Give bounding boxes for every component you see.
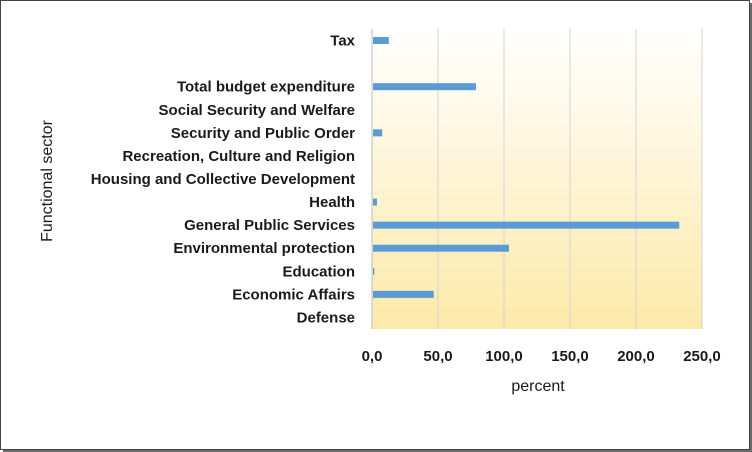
bar	[373, 290, 434, 298]
bar	[373, 129, 383, 137]
x-tick-label: 50,0	[423, 348, 452, 365]
x-tick-label: 100,0	[485, 348, 523, 365]
y-axis-title: Functional sector	[39, 119, 56, 242]
category-label: Security and Public Order	[171, 125, 355, 142]
category-label: Education	[282, 263, 355, 280]
plot-area	[372, 29, 702, 329]
category-label: Economic Affairs	[232, 286, 355, 303]
category-label: Tax	[330, 33, 355, 50]
bar	[373, 198, 377, 206]
x-tick-label: 0,0	[362, 348, 383, 365]
category-label: Environmental protection	[173, 240, 355, 257]
category-label: Housing and Collective Development	[91, 171, 355, 188]
x-tick-label: 150,0	[551, 348, 589, 365]
bar	[373, 267, 375, 275]
category-label: Social Security and Welfare	[159, 102, 355, 119]
x-axis-title: percent	[511, 378, 565, 395]
bar	[373, 83, 476, 91]
category-label: Defense	[297, 309, 355, 326]
x-tick-label: 200,0	[617, 348, 655, 365]
category-label: Health	[309, 194, 355, 211]
bar	[373, 37, 389, 45]
category-label: General Public Services	[184, 217, 355, 234]
x-tick-label: 250,0	[683, 348, 721, 365]
bar	[373, 244, 509, 252]
bar	[373, 221, 680, 229]
category-label: Recreation, Culture and Religion	[122, 148, 355, 165]
category-label: Total budget expenditure	[177, 79, 355, 96]
